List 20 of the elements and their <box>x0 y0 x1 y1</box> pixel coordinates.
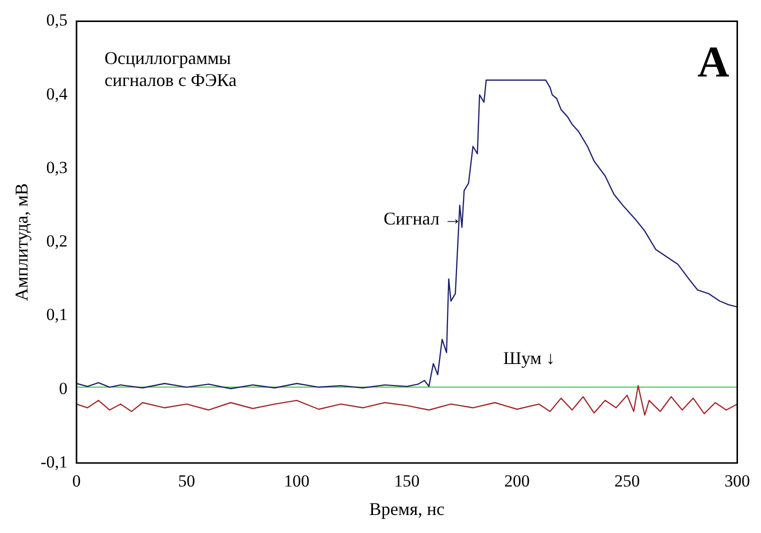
x-tick-label: 150 <box>394 472 420 491</box>
y-tick-label: 0 <box>59 378 68 398</box>
y-tick-label: 0,3 <box>46 158 68 177</box>
x-axis-title: Время, нс <box>369 498 445 519</box>
annotation: Сигнал → <box>384 208 462 229</box>
x-tick-label: 50 <box>178 472 196 491</box>
y-tick-label: 0,5 <box>46 10 68 30</box>
y-tick-label: 0,1 <box>46 305 68 324</box>
y-tick-label: 0,2 <box>46 232 68 251</box>
y-axis-title: Амплитуда, мВ <box>12 183 32 301</box>
x-tick-label: 0 <box>72 472 81 491</box>
y-tick-label: -0,1 <box>40 452 68 472</box>
y-tick-label: 0,4 <box>46 84 68 104</box>
x-tick-label: 100 <box>284 472 310 491</box>
annotation: Шум ↓ <box>503 348 556 368</box>
annotation: A <box>697 38 730 87</box>
x-tick-label: 250 <box>614 472 640 491</box>
annotation: Осциллограммы сигналов с ФЭКа <box>104 48 237 90</box>
x-tick-label: 200 <box>504 472 530 491</box>
x-tick-label: 300 <box>724 472 750 491</box>
